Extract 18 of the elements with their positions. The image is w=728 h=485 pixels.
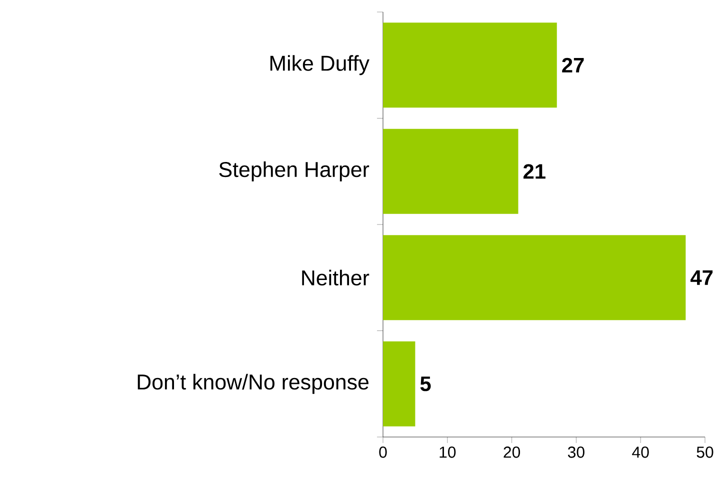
x-tick-label: 10 bbox=[440, 446, 456, 458]
y-tick-label: Mike Duffy bbox=[270, 55, 370, 76]
x-tick-label: 40 bbox=[632, 446, 649, 458]
data-label: 5 bbox=[420, 376, 431, 392]
data-label: 47 bbox=[690, 270, 713, 285]
y-tick-label: Don’t know/No response bbox=[138, 374, 368, 394]
bar bbox=[382, 341, 416, 426]
bar bbox=[382, 128, 518, 214]
x-tick-label: 0 bbox=[379, 446, 387, 458]
x-tick-label: 20 bbox=[504, 446, 520, 458]
y-tick-label: Stephen Harper bbox=[219, 161, 370, 182]
bar bbox=[382, 22, 557, 108]
data-label: 21 bbox=[523, 164, 546, 179]
bar bbox=[382, 235, 686, 320]
y-tick-label: Neither bbox=[302, 270, 370, 286]
x-tick-label: 50 bbox=[696, 446, 714, 458]
x-tick-label: 30 bbox=[568, 446, 584, 458]
data-label: 27 bbox=[562, 58, 584, 72]
